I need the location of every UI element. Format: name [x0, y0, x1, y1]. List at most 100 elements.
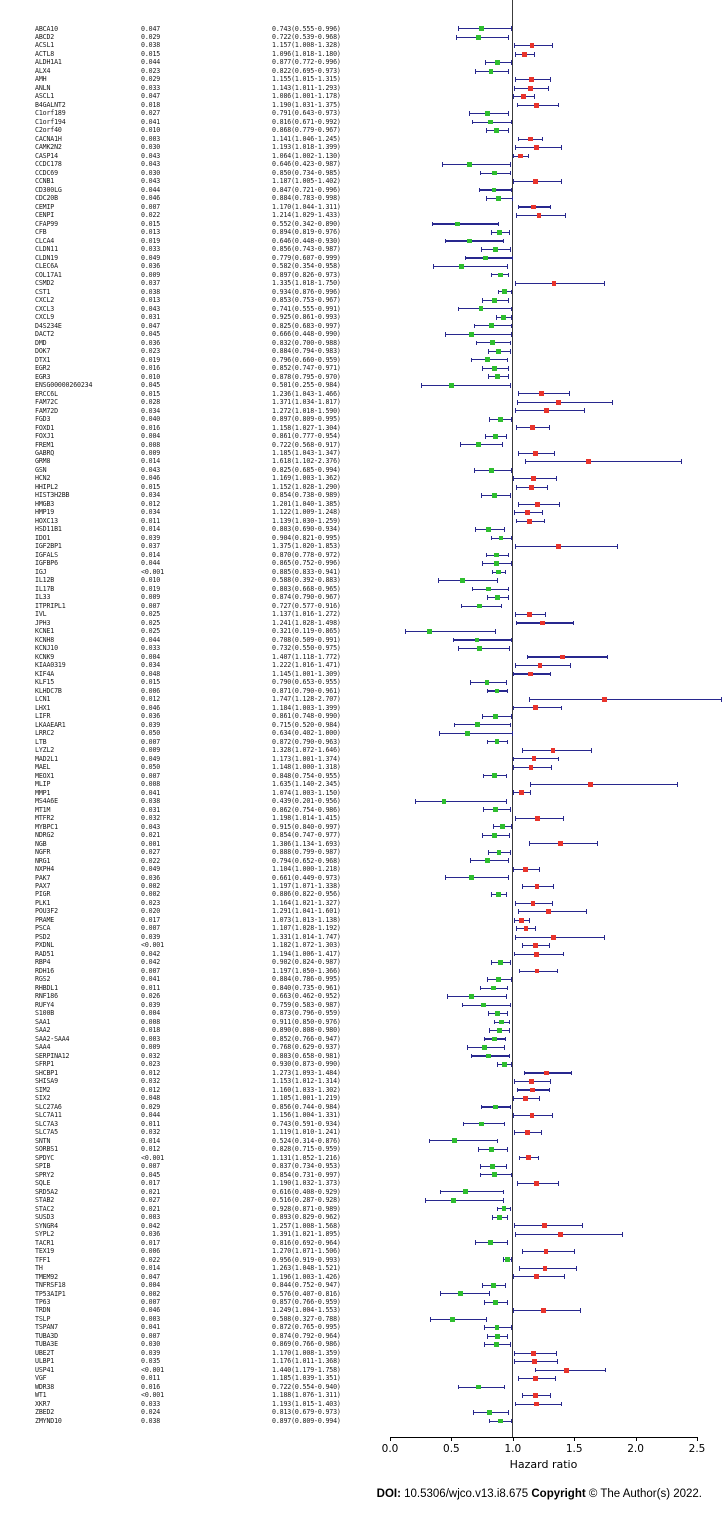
gene-label: TRDN [35, 1306, 51, 1315]
forest-row: IGF2BP1 0.037 1.375(1.020-1.853) [0, 542, 722, 550]
ci-cap-left [518, 968, 520, 974]
ci-cap-right [549, 425, 551, 431]
ci-cap-left [514, 612, 516, 617]
hr-marker [469, 994, 474, 999]
ci-cap-left [521, 1248, 523, 1254]
ci-cap-right [508, 111, 510, 116]
ci-cap-left [514, 917, 516, 923]
forest-row: IVL 0.025 1.137(1.016-1.272) [0, 610, 722, 618]
forest-row: RNF186 0.026 0.663(0.462-0.952) [0, 992, 722, 1000]
ci-cap-right [510, 637, 512, 643]
forest-row: LYZL2 0.009 1.328(1.072-1.646) [0, 746, 722, 754]
gene-label: MAD2L1 [35, 754, 58, 763]
ci-cap-right [509, 1028, 511, 1033]
hr-ci-label: 0.825(0.685-0.994) [272, 465, 341, 474]
forest-row: MEOX1 0.007 0.848(0.754-0.955) [0, 772, 722, 780]
forest-row: CEMIP 0.007 1.170(1.044-1.311) [0, 203, 722, 211]
ci-cap-right [585, 909, 587, 915]
ci-cap-right [511, 416, 513, 422]
p-value-label: 0.036 [141, 338, 161, 347]
ci-cap-right [538, 866, 540, 872]
forest-row: CLEC6A 0.036 0.582(0.354-0.958) [0, 262, 722, 270]
ci-cap-right [554, 1376, 556, 1381]
p-value-label: 0.042 [141, 958, 161, 967]
hr-ci-label: 1.197(1.050-1.366) [272, 966, 341, 975]
ci-cap-left [513, 179, 515, 184]
ci-cap-left [489, 1028, 491, 1033]
ci-cap-right [557, 756, 559, 762]
forest-row: RGS2 0.041 0.884(0.786-0.995) [0, 975, 722, 983]
hr-ci-label: 1.185(1.043-1.347) [272, 449, 341, 457]
ci-line [521, 749, 593, 751]
hr-ci-label: 0.897(0.826-0.973) [272, 270, 341, 279]
hr-ci-label: 0.911(0.850-0.976) [272, 1017, 341, 1026]
hr-ci-label: 1.273(1.093-1.484) [272, 1068, 341, 1077]
hr-ci-label: 0.856(0.743-0.987) [272, 245, 341, 254]
ci-cap-right [545, 612, 547, 617]
gene-label: SFRP1 [35, 1060, 55, 1069]
ci-cap-right [542, 510, 544, 515]
forest-row: TH 0.014 1.263(1.048-1.521) [0, 1264, 722, 1272]
ci-cap-right [510, 1342, 512, 1348]
hr-marker [486, 1053, 491, 1059]
ci-cap-left [516, 484, 518, 490]
hr-marker [543, 408, 549, 414]
x-axis-tick [635, 1437, 637, 1441]
ci-line [518, 1267, 577, 1269]
ci-cap-left [514, 85, 516, 91]
p-value-label: 0.031 [141, 313, 161, 322]
ci-cap-right [507, 1333, 509, 1339]
forest-row: RHBDL1 0.011 0.840(0.735-0.961) [0, 984, 722, 992]
ci-cap-left [484, 60, 486, 66]
p-value-label: 0.007 [141, 1162, 161, 1171]
hr-marker [533, 450, 538, 456]
p-value-label: 0.027 [141, 1196, 161, 1205]
ci-cap-left [474, 467, 476, 473]
hr-marker [494, 1011, 500, 1016]
footer-citation: DOI: 10.5306/wjco.v13.i8.675 Copyright ©… [0, 1488, 702, 1500]
gene-label: ANLN [35, 83, 51, 92]
ci-cap-right [579, 1308, 581, 1314]
gene-label: CXCL3 [35, 304, 55, 313]
hr-marker [496, 196, 501, 201]
reference-line-hr-1 [512, 0, 514, 1437]
p-value-label: 0.011 [141, 1119, 161, 1128]
gene-label: CCNB1 [35, 177, 55, 186]
hr-marker [558, 1231, 564, 1237]
p-value-label: 0.006 [141, 1247, 161, 1256]
hr-ci-label: 0.890(0.808-0.980) [272, 1026, 341, 1035]
hr-marker [529, 425, 535, 431]
hr-marker [529, 1079, 534, 1084]
ci-cap-right [575, 1265, 577, 1271]
hr-ci-label: 0.850(0.734-0.985) [272, 168, 341, 177]
ci-cap-left [522, 1393, 524, 1398]
ci-cap-right [507, 985, 508, 991]
forest-row: FAM72C 0.028 1.371(1.034-1.817) [0, 398, 722, 406]
forest-row: SNTN 0.014 0.524(0.314-0.876) [0, 1137, 722, 1145]
hr-ci-label: 0.727(0.577-0.916) [272, 601, 341, 610]
hr-ci-label: 1.270(1.071-1.506) [272, 1247, 341, 1256]
forest-row: SORBS1 0.012 0.828(0.715-0.959) [0, 1145, 722, 1153]
doi-label: DOI: [376, 1488, 401, 1500]
gene-label: PXDNL [35, 941, 55, 950]
gene-label: NRG1 [35, 856, 51, 865]
hr-marker [535, 501, 540, 507]
hr-ci-label: 1.193(1.018-1.399) [272, 143, 341, 152]
hr-marker [525, 510, 531, 516]
ci-line [433, 265, 508, 267]
gene-label: SHCBP1 [35, 1068, 58, 1077]
gene-label: ERCC6L [35, 389, 58, 398]
gene-label: IGF2BP1 [35, 542, 62, 551]
gene-label: TP53AIP1 [35, 1289, 66, 1298]
ci-cap-right [676, 782, 678, 787]
forest-row: SLC7A5 0.032 1.119(1.010-1.241) [0, 1128, 722, 1136]
hr-ci-label: 0.576(0.407-0.816) [272, 1289, 341, 1298]
p-value-label: 0.007 [141, 924, 161, 933]
forest-row: LCN1 0.012 1.747(1.128-2.707) [0, 695, 722, 703]
x-axis-tick-label: 1.5 [565, 1443, 583, 1455]
gene-label: JPH3 [35, 618, 51, 627]
ci-cap-left [514, 1079, 516, 1084]
hr-ci-label: 1.064(1.002-1.130) [272, 151, 341, 160]
ci-cap-left [481, 247, 483, 252]
hr-marker [499, 1019, 505, 1025]
